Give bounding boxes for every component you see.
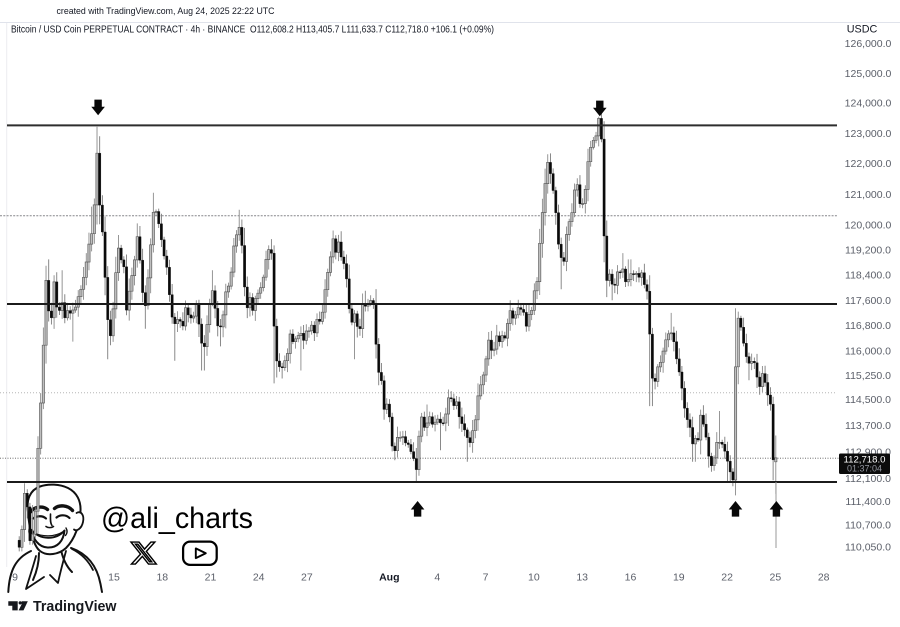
svg-text:110,700.0: 110,700.0 <box>845 520 891 532</box>
svg-text:01:37:04: 01:37:04 <box>847 464 882 474</box>
svg-text:10: 10 <box>528 572 540 584</box>
svg-text:Bitcoin / USD Coin PERPETUAL C: Bitcoin / USD Coin PERPETUAL CONTRACT · … <box>11 25 494 36</box>
svg-text:18: 18 <box>156 572 168 584</box>
svg-text:114,500.0: 114,500.0 <box>845 394 891 406</box>
svg-text:9: 9 <box>12 572 18 584</box>
svg-text:110,050.0: 110,050.0 <box>845 542 891 554</box>
svg-text:125,000.0: 125,000.0 <box>845 68 892 80</box>
svg-text:116,800.0: 116,800.0 <box>845 320 891 332</box>
svg-text:25: 25 <box>770 572 782 584</box>
svg-text:16: 16 <box>625 572 637 584</box>
svg-text:112,100.0: 112,100.0 <box>845 473 891 485</box>
svg-text:113,700.0: 113,700.0 <box>845 420 891 432</box>
svg-text:28: 28 <box>818 572 830 584</box>
svg-text:@ali_charts: @ali_charts <box>101 502 253 535</box>
svg-text:122,000.0: 122,000.0 <box>845 158 892 170</box>
svg-text:22: 22 <box>721 572 733 584</box>
svg-text:24: 24 <box>253 572 265 584</box>
svg-text:111,400.0: 111,400.0 <box>845 496 890 508</box>
svg-text:15: 15 <box>108 572 120 584</box>
svg-text:112,718.0: 112,718.0 <box>844 454 886 465</box>
svg-text:115,250.0: 115,250.0 <box>845 370 891 382</box>
svg-text:27: 27 <box>301 572 313 584</box>
svg-text:117,600.0: 117,600.0 <box>845 295 891 307</box>
svg-text:19: 19 <box>673 572 685 584</box>
svg-text:21: 21 <box>205 572 217 584</box>
svg-text:created with TradingView.com,: created with TradingView.com, Aug 24, 20… <box>57 6 275 17</box>
svg-text:120,000.0: 120,000.0 <box>845 220 892 232</box>
svg-text:126,000.0: 126,000.0 <box>845 38 892 50</box>
svg-text:Aug: Aug <box>379 572 399 584</box>
svg-text:TradingView: TradingView <box>33 599 117 615</box>
svg-text:124,000.0: 124,000.0 <box>845 98 892 110</box>
svg-text:13: 13 <box>576 572 588 584</box>
svg-text:123,000.0: 123,000.0 <box>845 128 892 140</box>
svg-text:4: 4 <box>434 572 440 584</box>
svg-text:118,400.0: 118,400.0 <box>845 270 891 282</box>
svg-text:7: 7 <box>483 572 489 584</box>
svg-text:121,000.0: 121,000.0 <box>845 189 892 201</box>
svg-text:119,200.0: 119,200.0 <box>845 245 891 257</box>
svg-text:116,000.0: 116,000.0 <box>845 346 891 358</box>
svg-text:USDC: USDC <box>847 24 878 36</box>
